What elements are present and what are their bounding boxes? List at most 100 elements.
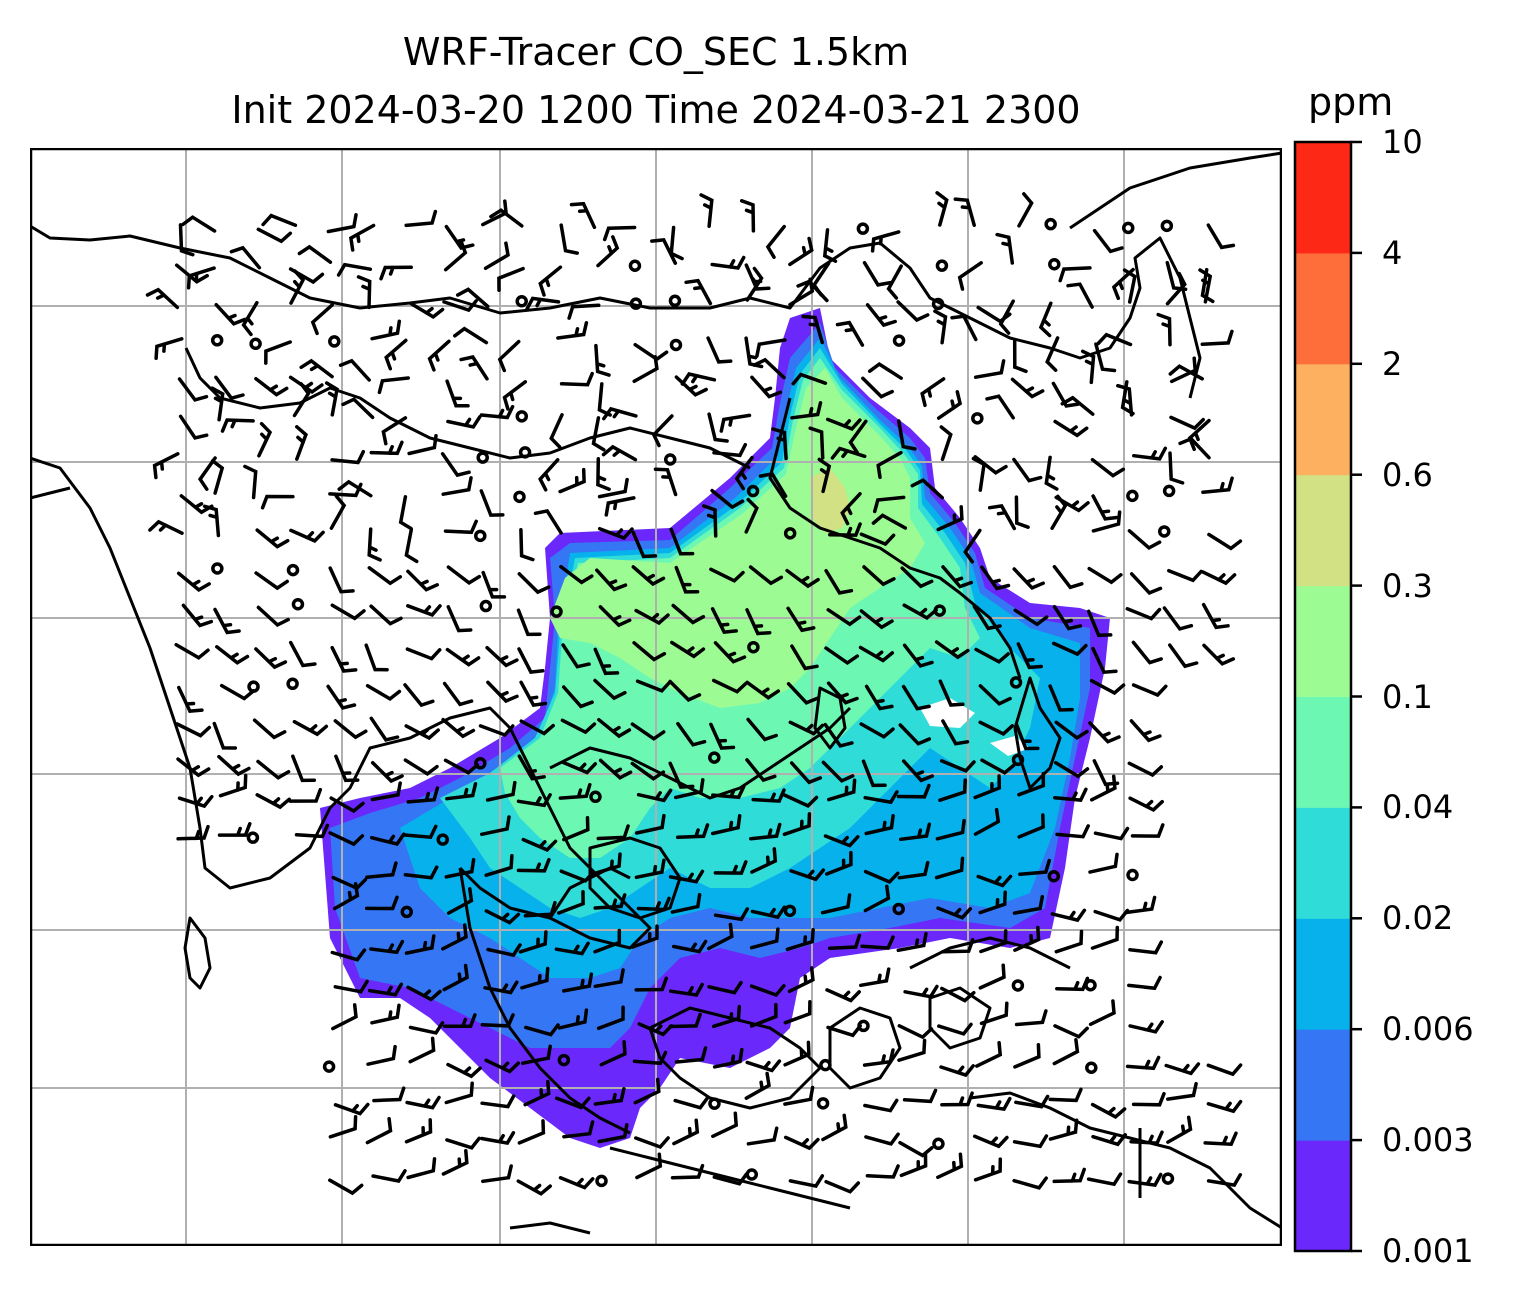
wind-barb bbox=[995, 232, 1015, 265]
wind-barb bbox=[897, 860, 930, 880]
wind-barb bbox=[713, 641, 747, 664]
calm-wind-marker bbox=[857, 1019, 870, 1033]
colorbar-bin bbox=[1295, 696, 1351, 808]
wind-barb bbox=[288, 375, 324, 395]
wind-barb bbox=[709, 722, 736, 750]
calm-wind-marker bbox=[210, 334, 224, 347]
wind-barb bbox=[1088, 999, 1116, 1027]
wind-barb bbox=[367, 982, 404, 997]
wind-barb bbox=[406, 786, 440, 804]
wind-barb bbox=[865, 303, 897, 328]
wind-barb bbox=[824, 568, 854, 595]
wind-barb bbox=[593, 893, 627, 910]
wind-barb bbox=[1014, 1009, 1048, 1027]
wind-barb bbox=[973, 807, 1001, 836]
wind-barb bbox=[408, 1021, 445, 1035]
wind-barb bbox=[979, 1001, 1009, 1026]
wind-barb bbox=[1086, 609, 1113, 638]
wind-barb bbox=[176, 757, 211, 778]
wind-barb bbox=[898, 1140, 934, 1158]
wind-barb bbox=[898, 822, 932, 842]
wind-barb bbox=[459, 355, 489, 381]
wind-barb bbox=[1091, 646, 1118, 675]
wind-barb bbox=[790, 644, 819, 671]
wind-barb bbox=[213, 607, 241, 635]
wind-barb bbox=[516, 608, 542, 637]
wind-barb bbox=[1060, 395, 1095, 416]
wind-barb bbox=[710, 488, 745, 510]
wind-barb bbox=[788, 1174, 825, 1189]
wind-barb bbox=[484, 909, 521, 925]
wind-barb bbox=[898, 723, 932, 746]
wind-barb bbox=[1091, 510, 1122, 533]
wind-barb bbox=[902, 1088, 938, 1104]
wind-barb bbox=[963, 528, 982, 564]
wind-barb bbox=[634, 608, 670, 626]
calm-wind-marker bbox=[1048, 257, 1061, 271]
calm-wind-marker bbox=[1160, 219, 1174, 233]
wind-barb bbox=[755, 338, 787, 358]
field-level-6 bbox=[810, 468, 850, 533]
wind-barb bbox=[634, 858, 666, 880]
calm-wind-marker bbox=[1044, 217, 1057, 231]
wind-barb bbox=[674, 1046, 708, 1064]
wind-barb bbox=[334, 754, 360, 783]
wind-barb bbox=[381, 416, 408, 446]
wind-barb bbox=[178, 414, 209, 440]
wind-barb bbox=[650, 238, 678, 265]
wind-barb bbox=[596, 824, 630, 841]
calm-wind-marker bbox=[932, 1137, 945, 1151]
wind-barb bbox=[980, 565, 1011, 591]
wind-barb bbox=[519, 680, 548, 707]
calm-wind-marker bbox=[745, 1168, 759, 1181]
wind-barb bbox=[1124, 895, 1157, 915]
wind-barb bbox=[706, 336, 733, 364]
wind-barb bbox=[1094, 342, 1117, 373]
calm-wind-marker bbox=[436, 833, 449, 846]
wind-barb bbox=[746, 717, 778, 742]
wind-barb bbox=[1127, 529, 1162, 551]
wind-barb bbox=[1086, 1172, 1123, 1187]
wind-barb bbox=[333, 1102, 370, 1116]
calm-wind-marker bbox=[933, 604, 946, 617]
wind-barb bbox=[936, 1152, 964, 1180]
wind-barb bbox=[1200, 570, 1237, 586]
colorbar-tick-label: 0.001 bbox=[1382, 1232, 1474, 1270]
wind-barb bbox=[1200, 267, 1215, 304]
wind-barb bbox=[1201, 602, 1230, 630]
wind-barb bbox=[709, 567, 745, 583]
wind-barb bbox=[1166, 1115, 1193, 1144]
calm-wind-marker bbox=[663, 453, 677, 466]
wind-barb bbox=[255, 528, 290, 549]
wind-barb bbox=[835, 320, 865, 347]
wind-barb bbox=[446, 415, 482, 429]
wind-barb bbox=[821, 760, 855, 783]
wind-barb bbox=[1087, 566, 1123, 585]
wind-barb bbox=[940, 986, 976, 1003]
calm-wind-marker bbox=[247, 680, 260, 693]
calm-wind-marker bbox=[708, 751, 721, 764]
wind-barb bbox=[786, 606, 816, 633]
wind-barb bbox=[405, 1095, 441, 1110]
wind-barb bbox=[1129, 1130, 1164, 1145]
wind-barb bbox=[940, 938, 975, 954]
wind-barb bbox=[712, 1047, 744, 1069]
wind-barb bbox=[562, 1120, 595, 1139]
wind-barb bbox=[517, 647, 545, 674]
wind-barb bbox=[1129, 719, 1162, 743]
wind-barb bbox=[858, 645, 895, 663]
wind-barb bbox=[181, 215, 217, 233]
wind-barb bbox=[971, 456, 986, 492]
wind-barb bbox=[254, 571, 289, 591]
wind-barb bbox=[330, 645, 358, 673]
wind-barb bbox=[785, 927, 815, 952]
wind-barb bbox=[596, 456, 611, 491]
wind-barb bbox=[848, 419, 868, 455]
calm-wind-marker bbox=[1011, 979, 1025, 992]
calm-wind-marker bbox=[1161, 1172, 1175, 1185]
calm-wind-marker bbox=[783, 904, 797, 918]
wind-barb bbox=[1162, 606, 1194, 631]
calm-wind-marker bbox=[856, 222, 870, 235]
colorbar-tick-label: 0.3 bbox=[1382, 566, 1433, 605]
wind-barb bbox=[669, 527, 695, 556]
